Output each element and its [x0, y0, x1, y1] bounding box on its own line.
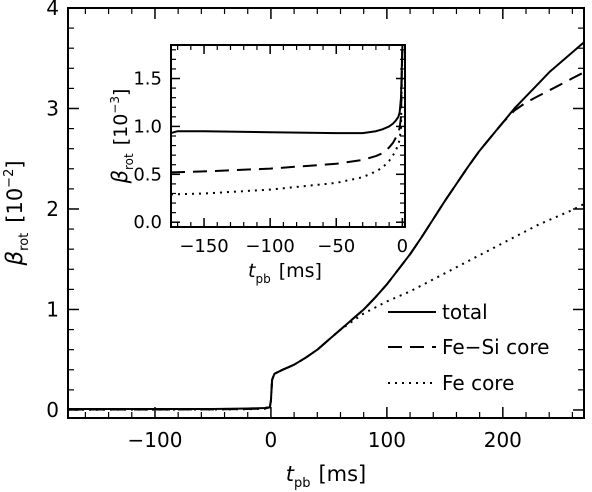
- x-tick-label: 100: [368, 428, 406, 452]
- legend-label-fe-core: Fe core: [442, 371, 514, 395]
- inset-plot: −150 −100 −50 0 0.0 0.5 1.0 1.5 tpb [ms] βrot[10…: [108, 44, 408, 286]
- main-series-group: [68, 41, 585, 411]
- x-tick-label: 200: [484, 428, 522, 452]
- inset-series-group: [170, 44, 404, 196]
- x-tick-label: −50: [317, 236, 355, 257]
- legend: total Fe−Si core Fe core: [388, 300, 549, 395]
- y-tick-label: 2: [46, 197, 59, 221]
- series-line-total: [170, 44, 404, 135]
- x-tick-label: 0: [265, 428, 278, 452]
- main-x-axis-title: tpb [ms]: [286, 462, 367, 491]
- y-tick-label: 1: [46, 297, 59, 321]
- y-tick-label: 1.5: [133, 69, 162, 90]
- legend-label-fe-si-core: Fe−Si core: [442, 335, 549, 359]
- inset-plot-background: [171, 45, 405, 227]
- x-tick-label: −100: [245, 236, 294, 257]
- legend-label-total: total: [442, 300, 488, 324]
- main-axis-ticks: −100 0 100 200 0 1 2 3 4: [46, 0, 584, 452]
- inset-y-axis-title: βrot[10−3]: [108, 89, 136, 185]
- main-plot-frame: [67, 7, 585, 419]
- y-tick-label: 0.0: [133, 212, 162, 233]
- inset-x-axis-title: tpb [ms]: [248, 260, 322, 286]
- inset-axis-ticks: −150 −100 −50 0 0.0 0.5 1.0 1.5: [133, 45, 408, 257]
- x-tick-label: 0: [397, 236, 408, 257]
- y-tick-label: 3: [46, 96, 59, 120]
- y-tick-label: 0: [46, 398, 59, 422]
- y-tick-label: 1.0: [133, 116, 162, 137]
- x-tick-label: −150: [179, 236, 228, 257]
- series-line-fe-si-core: [170, 44, 404, 174]
- y-tick-label: 0.5: [133, 164, 162, 185]
- x-tick-label: −100: [127, 428, 182, 452]
- main-y-axis-title: βrot[10−2]: [2, 160, 32, 266]
- series-line-fe-core: [68, 203, 585, 411]
- y-tick-label: 4: [46, 0, 59, 20]
- series-line-fe-si-core: [68, 71, 585, 411]
